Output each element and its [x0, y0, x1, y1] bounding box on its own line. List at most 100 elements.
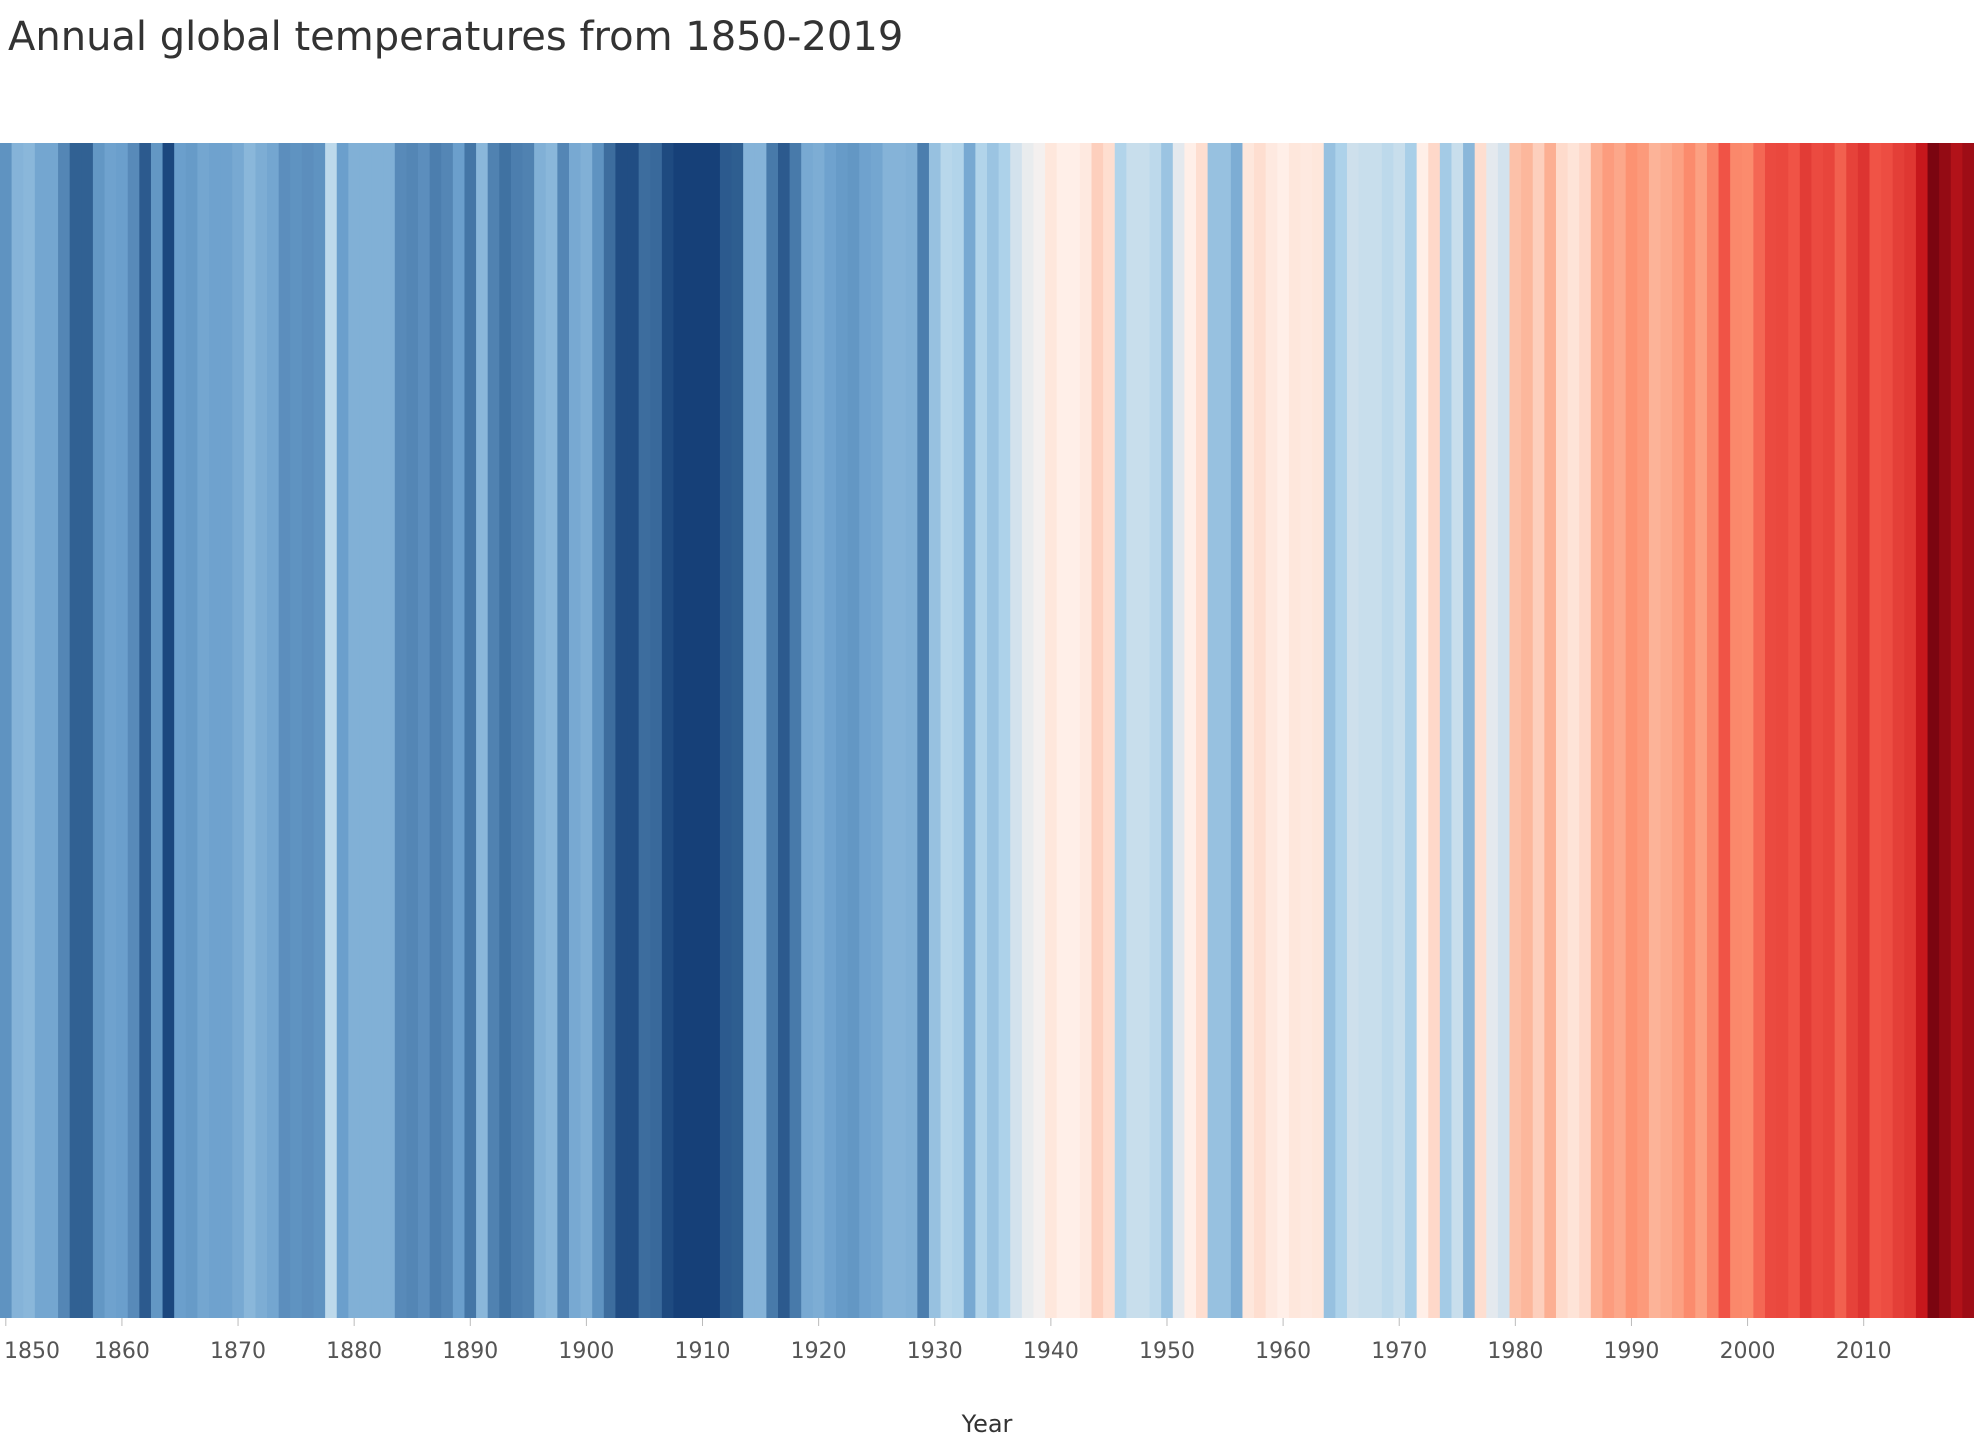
stripe-1913[interactable] — [731, 143, 744, 1318]
stripe-1959[interactable] — [1265, 143, 1278, 1318]
stripe-1926[interactable] — [882, 143, 895, 1318]
stripe-1862[interactable] — [139, 143, 152, 1318]
stripe-1924[interactable] — [859, 143, 872, 1318]
stripe-1876[interactable] — [301, 143, 315, 1318]
stripe-1948[interactable] — [1137, 143, 1151, 1318]
stripe-1930[interactable] — [928, 143, 942, 1318]
stripe-1901[interactable] — [592, 143, 605, 1318]
stripe-1850[interactable] — [0, 143, 13, 1318]
stripe-1939[interactable] — [1033, 143, 1046, 1318]
stripe-2010[interactable] — [1857, 143, 1871, 1318]
stripe-1972[interactable] — [1416, 143, 1429, 1318]
stripe-1943[interactable] — [1079, 143, 1093, 1318]
stripe-1974[interactable] — [1439, 143, 1453, 1318]
stripe-2018[interactable] — [1950, 143, 1963, 1318]
stripe-2011[interactable] — [1869, 143, 1882, 1318]
stripe-1933[interactable] — [963, 143, 976, 1318]
stripe-1923[interactable] — [847, 143, 860, 1318]
stripe-1909[interactable] — [685, 143, 698, 1318]
stripe-1916[interactable] — [766, 143, 779, 1318]
stripe-1860[interactable] — [116, 143, 129, 1318]
stripe-1993[interactable] — [1660, 143, 1673, 1318]
stripe-1942[interactable] — [1068, 143, 1081, 1318]
stripe-1872[interactable] — [255, 143, 268, 1318]
stripe-1864[interactable] — [162, 143, 175, 1318]
stripe-1949[interactable] — [1149, 143, 1162, 1318]
stripe-2004[interactable] — [1788, 143, 1801, 1318]
stripe-1951[interactable] — [1172, 143, 1185, 1318]
stripe-1852[interactable] — [23, 143, 36, 1318]
stripe-1853[interactable] — [34, 143, 48, 1318]
stripe-1963[interactable] — [1312, 143, 1325, 1318]
stripe-1988[interactable] — [1602, 143, 1615, 1318]
stripe-1894[interactable] — [510, 143, 524, 1318]
stripe-1969[interactable] — [1381, 143, 1395, 1318]
stripe-1992[interactable] — [1648, 143, 1662, 1318]
stripe-1922[interactable] — [836, 143, 849, 1318]
stripe-1961[interactable] — [1288, 143, 1302, 1318]
stripe-1851[interactable] — [11, 143, 24, 1318]
stripe-1881[interactable] — [359, 143, 373, 1318]
stripe-1866[interactable] — [185, 143, 198, 1318]
stripe-1973[interactable] — [1428, 143, 1441, 1318]
stripe-1934[interactable] — [975, 143, 988, 1318]
stripe-1908[interactable] — [673, 143, 686, 1318]
stripe-1941[interactable] — [1056, 143, 1069, 1318]
stripe-1854[interactable] — [46, 143, 59, 1318]
stripe-1902[interactable] — [603, 143, 617, 1318]
stripe-1947[interactable] — [1126, 143, 1139, 1318]
stripe-1946[interactable] — [1114, 143, 1127, 1318]
stripe-1875[interactable] — [290, 143, 303, 1318]
stripe-2019[interactable] — [1962, 143, 1974, 1318]
stripe-1885[interactable] — [406, 143, 419, 1318]
stripe-1962[interactable] — [1300, 143, 1313, 1318]
stripe-1898[interactable] — [557, 143, 570, 1318]
stripe-1900[interactable] — [580, 143, 593, 1318]
stripe-2009[interactable] — [1846, 143, 1859, 1318]
stripe-1954[interactable] — [1207, 143, 1220, 1318]
stripe-1979[interactable] — [1497, 143, 1511, 1318]
stripe-1978[interactable] — [1486, 143, 1499, 1318]
stripe-1971[interactable] — [1405, 143, 1418, 1318]
stripe-1928[interactable] — [905, 143, 918, 1318]
stripe-1975[interactable] — [1451, 143, 1464, 1318]
stripe-1918[interactable] — [789, 143, 802, 1318]
stripe-1871[interactable] — [243, 143, 257, 1318]
stripe-1955[interactable] — [1219, 143, 1232, 1318]
stripe-1991[interactable] — [1637, 143, 1650, 1318]
stripe-1929[interactable] — [917, 143, 930, 1318]
stripe-1994[interactable] — [1672, 143, 1685, 1318]
stripe-1921[interactable] — [824, 143, 837, 1318]
stripe-2012[interactable] — [1881, 143, 1894, 1318]
stripe-1883[interactable] — [383, 143, 396, 1318]
stripe-1982[interactable] — [1532, 143, 1545, 1318]
stripe-1880[interactable] — [348, 143, 361, 1318]
stripe-1863[interactable] — [150, 143, 164, 1318]
stripe-1856[interactable] — [69, 143, 82, 1318]
stripe-1857[interactable] — [81, 143, 94, 1318]
stripe-1981[interactable] — [1521, 143, 1534, 1318]
stripe-1976[interactable] — [1463, 143, 1476, 1318]
stripe-1944[interactable] — [1091, 143, 1104, 1318]
stripe-2001[interactable] — [1753, 143, 1766, 1318]
stripe-1952[interactable] — [1184, 143, 1197, 1318]
stripe-1874[interactable] — [278, 143, 291, 1318]
stripe-1899[interactable] — [568, 143, 582, 1318]
stripe-1967[interactable] — [1358, 143, 1371, 1318]
stripe-1989[interactable] — [1614, 143, 1627, 1318]
stripe-1884[interactable] — [394, 143, 408, 1318]
stripe-1938[interactable] — [1021, 143, 1035, 1318]
stripe-1968[interactable] — [1370, 143, 1383, 1318]
stripe-2003[interactable] — [1776, 143, 1789, 1318]
stripe-1867[interactable] — [197, 143, 210, 1318]
stripe-1889[interactable] — [452, 143, 466, 1318]
stripe-1965[interactable] — [1335, 143, 1348, 1318]
stripe-1893[interactable] — [499, 143, 512, 1318]
stripe-1970[interactable] — [1393, 143, 1406, 1318]
stripe-1980[interactable] — [1509, 143, 1522, 1318]
stripe-1886[interactable] — [418, 143, 431, 1318]
stripe-1940[interactable] — [1045, 143, 1058, 1318]
stripe-1896[interactable] — [534, 143, 547, 1318]
stripe-2007[interactable] — [1823, 143, 1836, 1318]
stripe-1887[interactable] — [429, 143, 442, 1318]
